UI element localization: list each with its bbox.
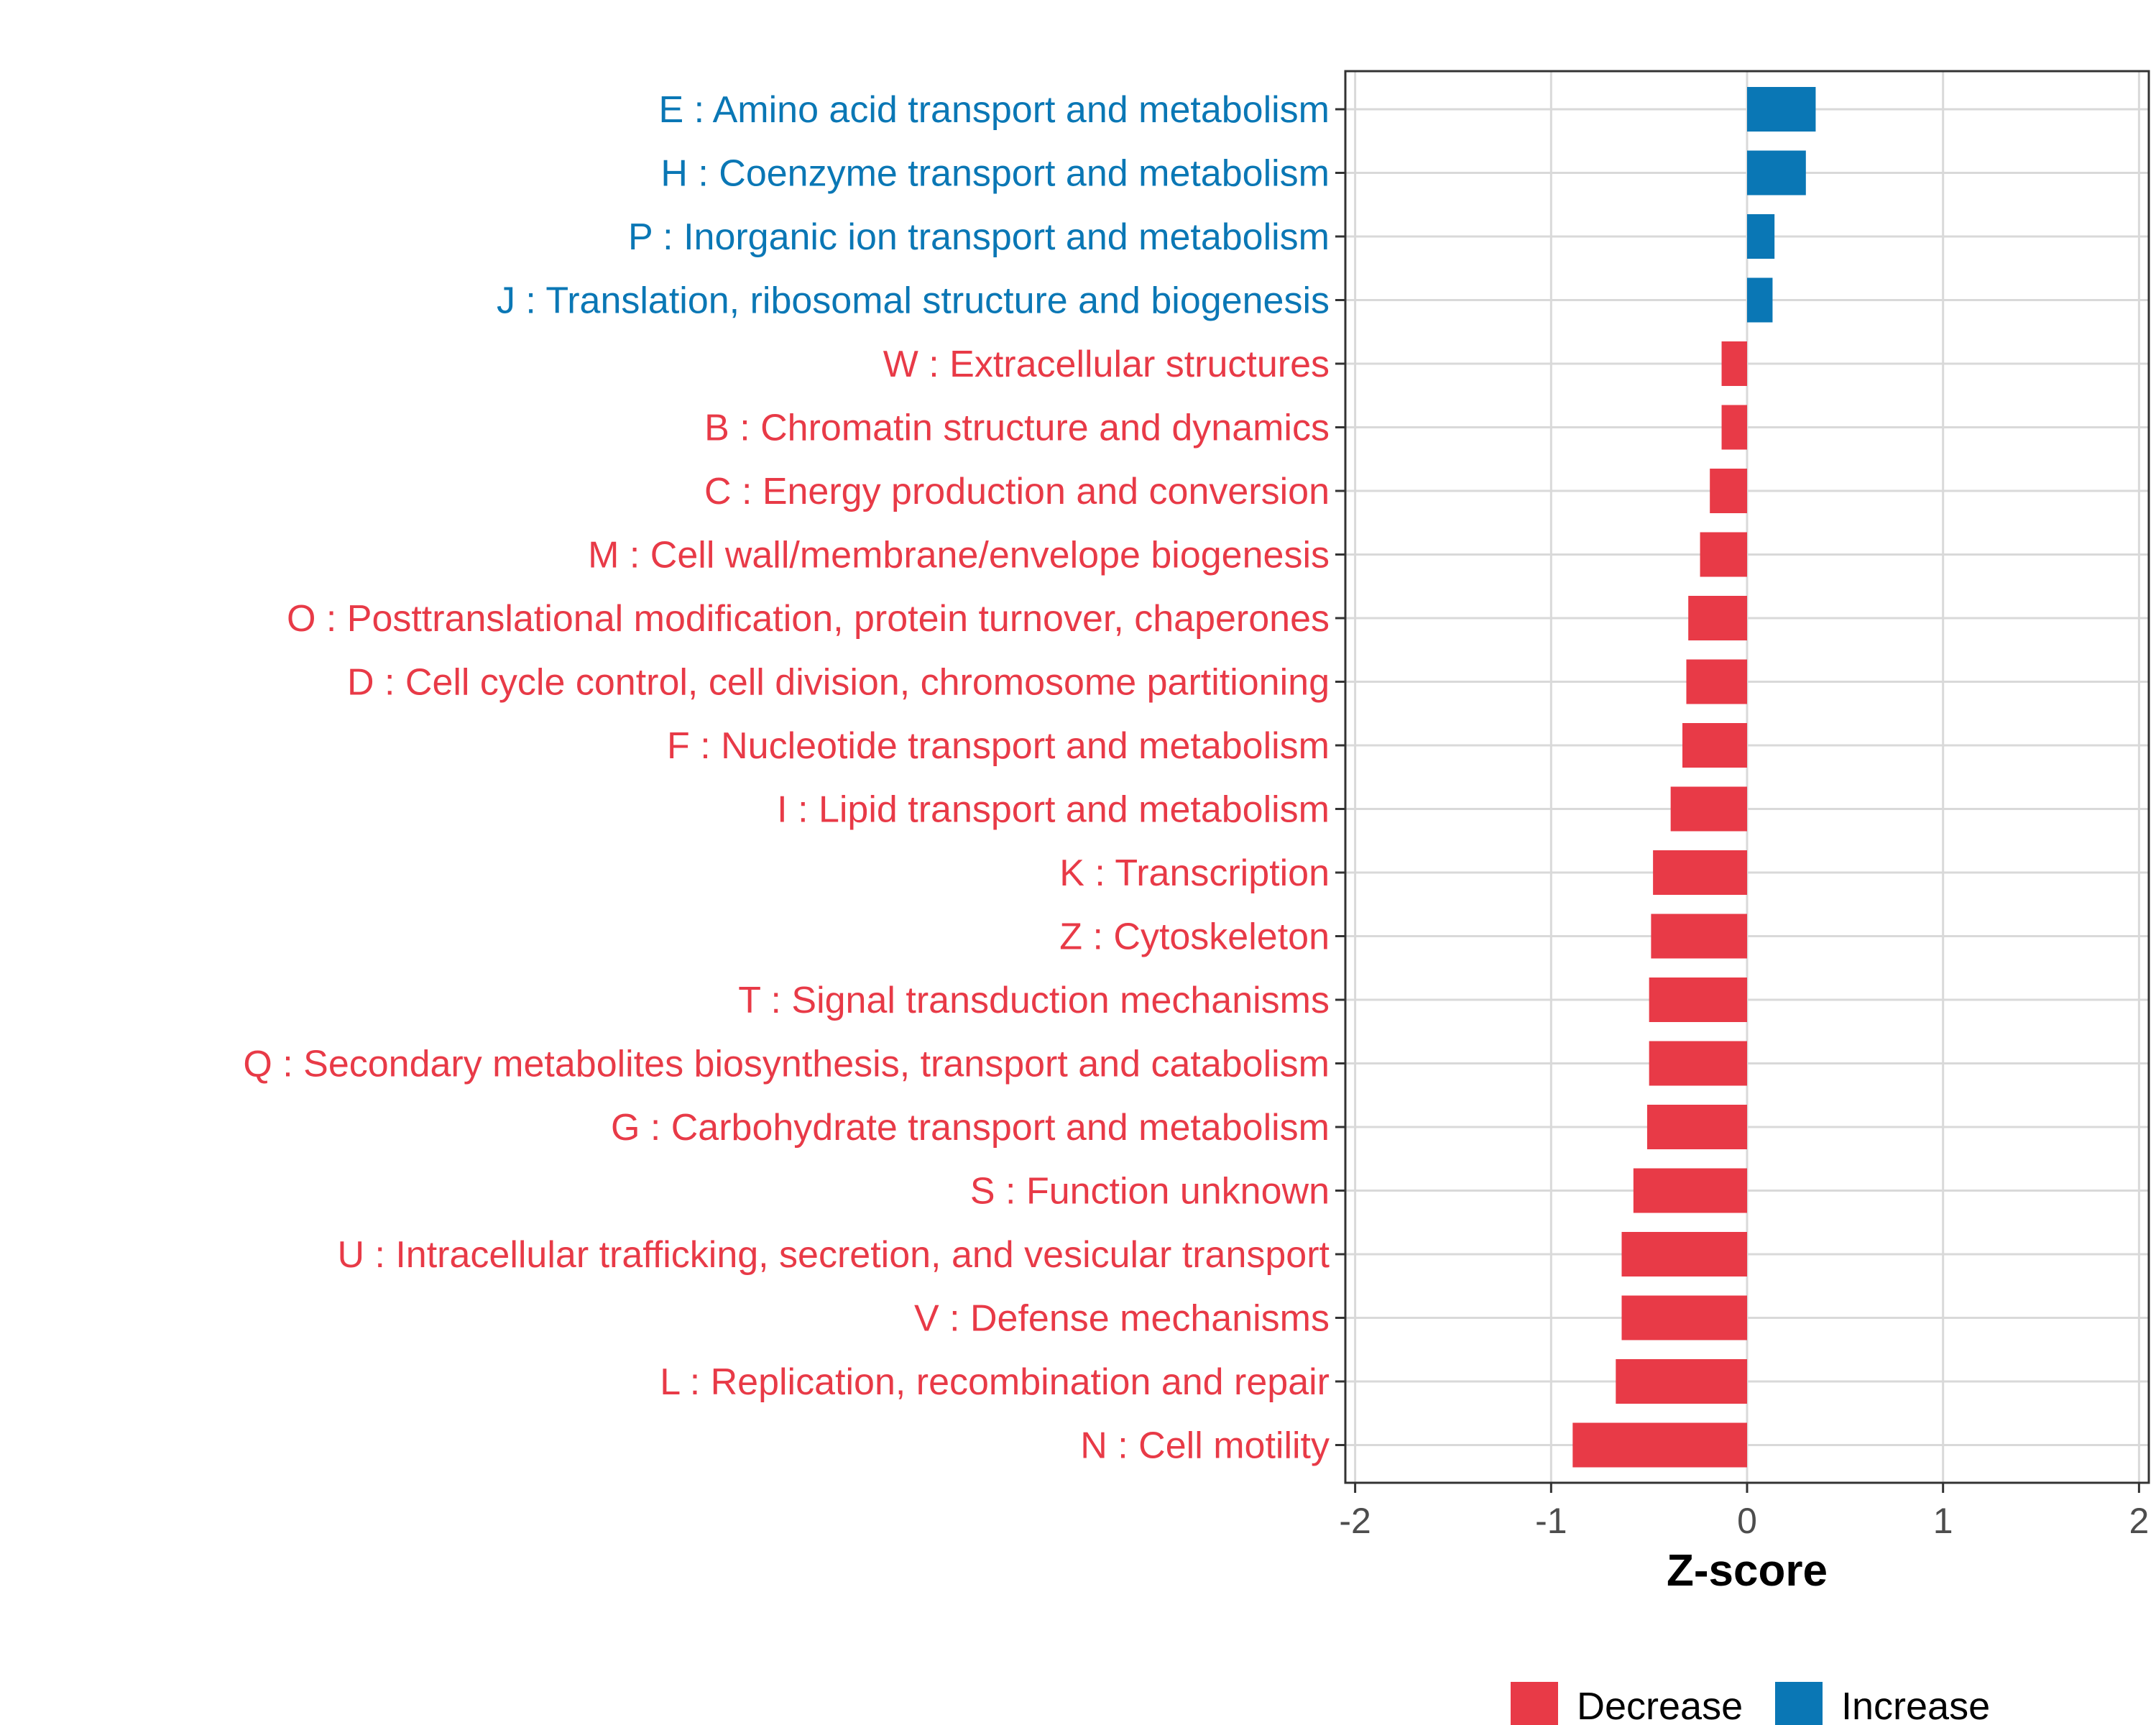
- bar: [1616, 1359, 1747, 1404]
- legend: Decrease Increase: [1511, 1682, 1990, 1725]
- category-label: V : Defense mechanisms: [914, 1298, 1330, 1340]
- bar: [1686, 659, 1747, 704]
- category-label: G : Carbohydrate transport and metabolis…: [611, 1107, 1330, 1149]
- x-tick-label: 1: [1933, 1501, 1953, 1541]
- x-tick-label: -1: [1535, 1501, 1567, 1541]
- category-label: F : Nucleotide transport and metabolism: [667, 725, 1330, 767]
- legend-swatch-increase: [1775, 1682, 1823, 1725]
- category-label: P : Inorganic ion transport and metaboli…: [628, 216, 1330, 258]
- bar: [1710, 469, 1747, 513]
- y-axis-category-labels: E : Amino acid transport and metabolism H…: [243, 89, 1330, 1467]
- bar: [1621, 1232, 1747, 1276]
- category-label: J : Translation, ribosomal structure and…: [497, 280, 1330, 322]
- category-label: I : Lipid transport and metabolism: [777, 789, 1330, 831]
- category-label: O : Posttranslational modification, prot…: [287, 598, 1330, 640]
- bar: [1747, 277, 1773, 323]
- x-tick-label: 0: [1737, 1501, 1757, 1541]
- x-axis-tick-labels: -2 -1 0 1 2: [1339, 1501, 2149, 1541]
- bar: [1621, 1295, 1747, 1340]
- category-label: N : Cell motility: [1080, 1425, 1330, 1467]
- bar: [1682, 723, 1747, 768]
- category-label: D : Cell cycle control, cell division, c…: [347, 662, 1330, 704]
- x-tick-label: 2: [2129, 1501, 2149, 1541]
- category-label: T : Signal transduction mechanisms: [738, 980, 1330, 1021]
- bar: [1572, 1422, 1747, 1468]
- bar: [1721, 405, 1747, 450]
- bar: [1747, 87, 1816, 132]
- category-label: W : Extracellular structures: [883, 344, 1330, 385]
- category-label: Z : Cytoskeleton: [1059, 916, 1330, 958]
- bar: [1747, 214, 1775, 259]
- bar: [1688, 596, 1747, 640]
- bar: [1700, 532, 1747, 577]
- category-label: M : Cell wall/membrane/envelope biogenes…: [588, 535, 1330, 576]
- x-axis-ticks: [1354, 1483, 2140, 1493]
- category-label: H : Coenzyme transport and metabolism: [660, 153, 1330, 195]
- x-axis-title: Z-score: [1667, 1546, 1828, 1596]
- legend-label-decrease: Decrease: [1577, 1685, 1743, 1725]
- bar: [1649, 1041, 1747, 1086]
- category-label: E : Amino acid transport and metabolism: [658, 89, 1330, 131]
- bar: [1633, 1168, 1747, 1213]
- y-axis-ticks: [1335, 108, 1345, 1446]
- bar: [1649, 978, 1747, 1022]
- category-label: B : Chromatin structure and dynamics: [704, 408, 1330, 449]
- bar: [1651, 914, 1747, 959]
- legend-label-increase: Increase: [1841, 1685, 1990, 1725]
- category-label: U : Intracellular trafficking, secretion…: [337, 1234, 1330, 1276]
- bar: [1721, 341, 1747, 386]
- legend-swatch-decrease: [1511, 1682, 1558, 1725]
- bar: [1747, 150, 1806, 196]
- bar: [1646, 1105, 1747, 1149]
- x-tick-label: -2: [1339, 1501, 1370, 1541]
- bars: [1572, 87, 1816, 1468]
- category-label: Q : Secondary metabolites biosynthesis, …: [243, 1044, 1330, 1085]
- category-label: S : Function unknown: [970, 1171, 1330, 1213]
- bar: [1653, 850, 1747, 895]
- bar: [1670, 786, 1747, 832]
- category-label: C : Energy production and conversion: [704, 471, 1330, 512]
- category-label: K : Transcription: [1059, 852, 1330, 894]
- category-label: L : Replication, recombination and repai…: [660, 1361, 1330, 1403]
